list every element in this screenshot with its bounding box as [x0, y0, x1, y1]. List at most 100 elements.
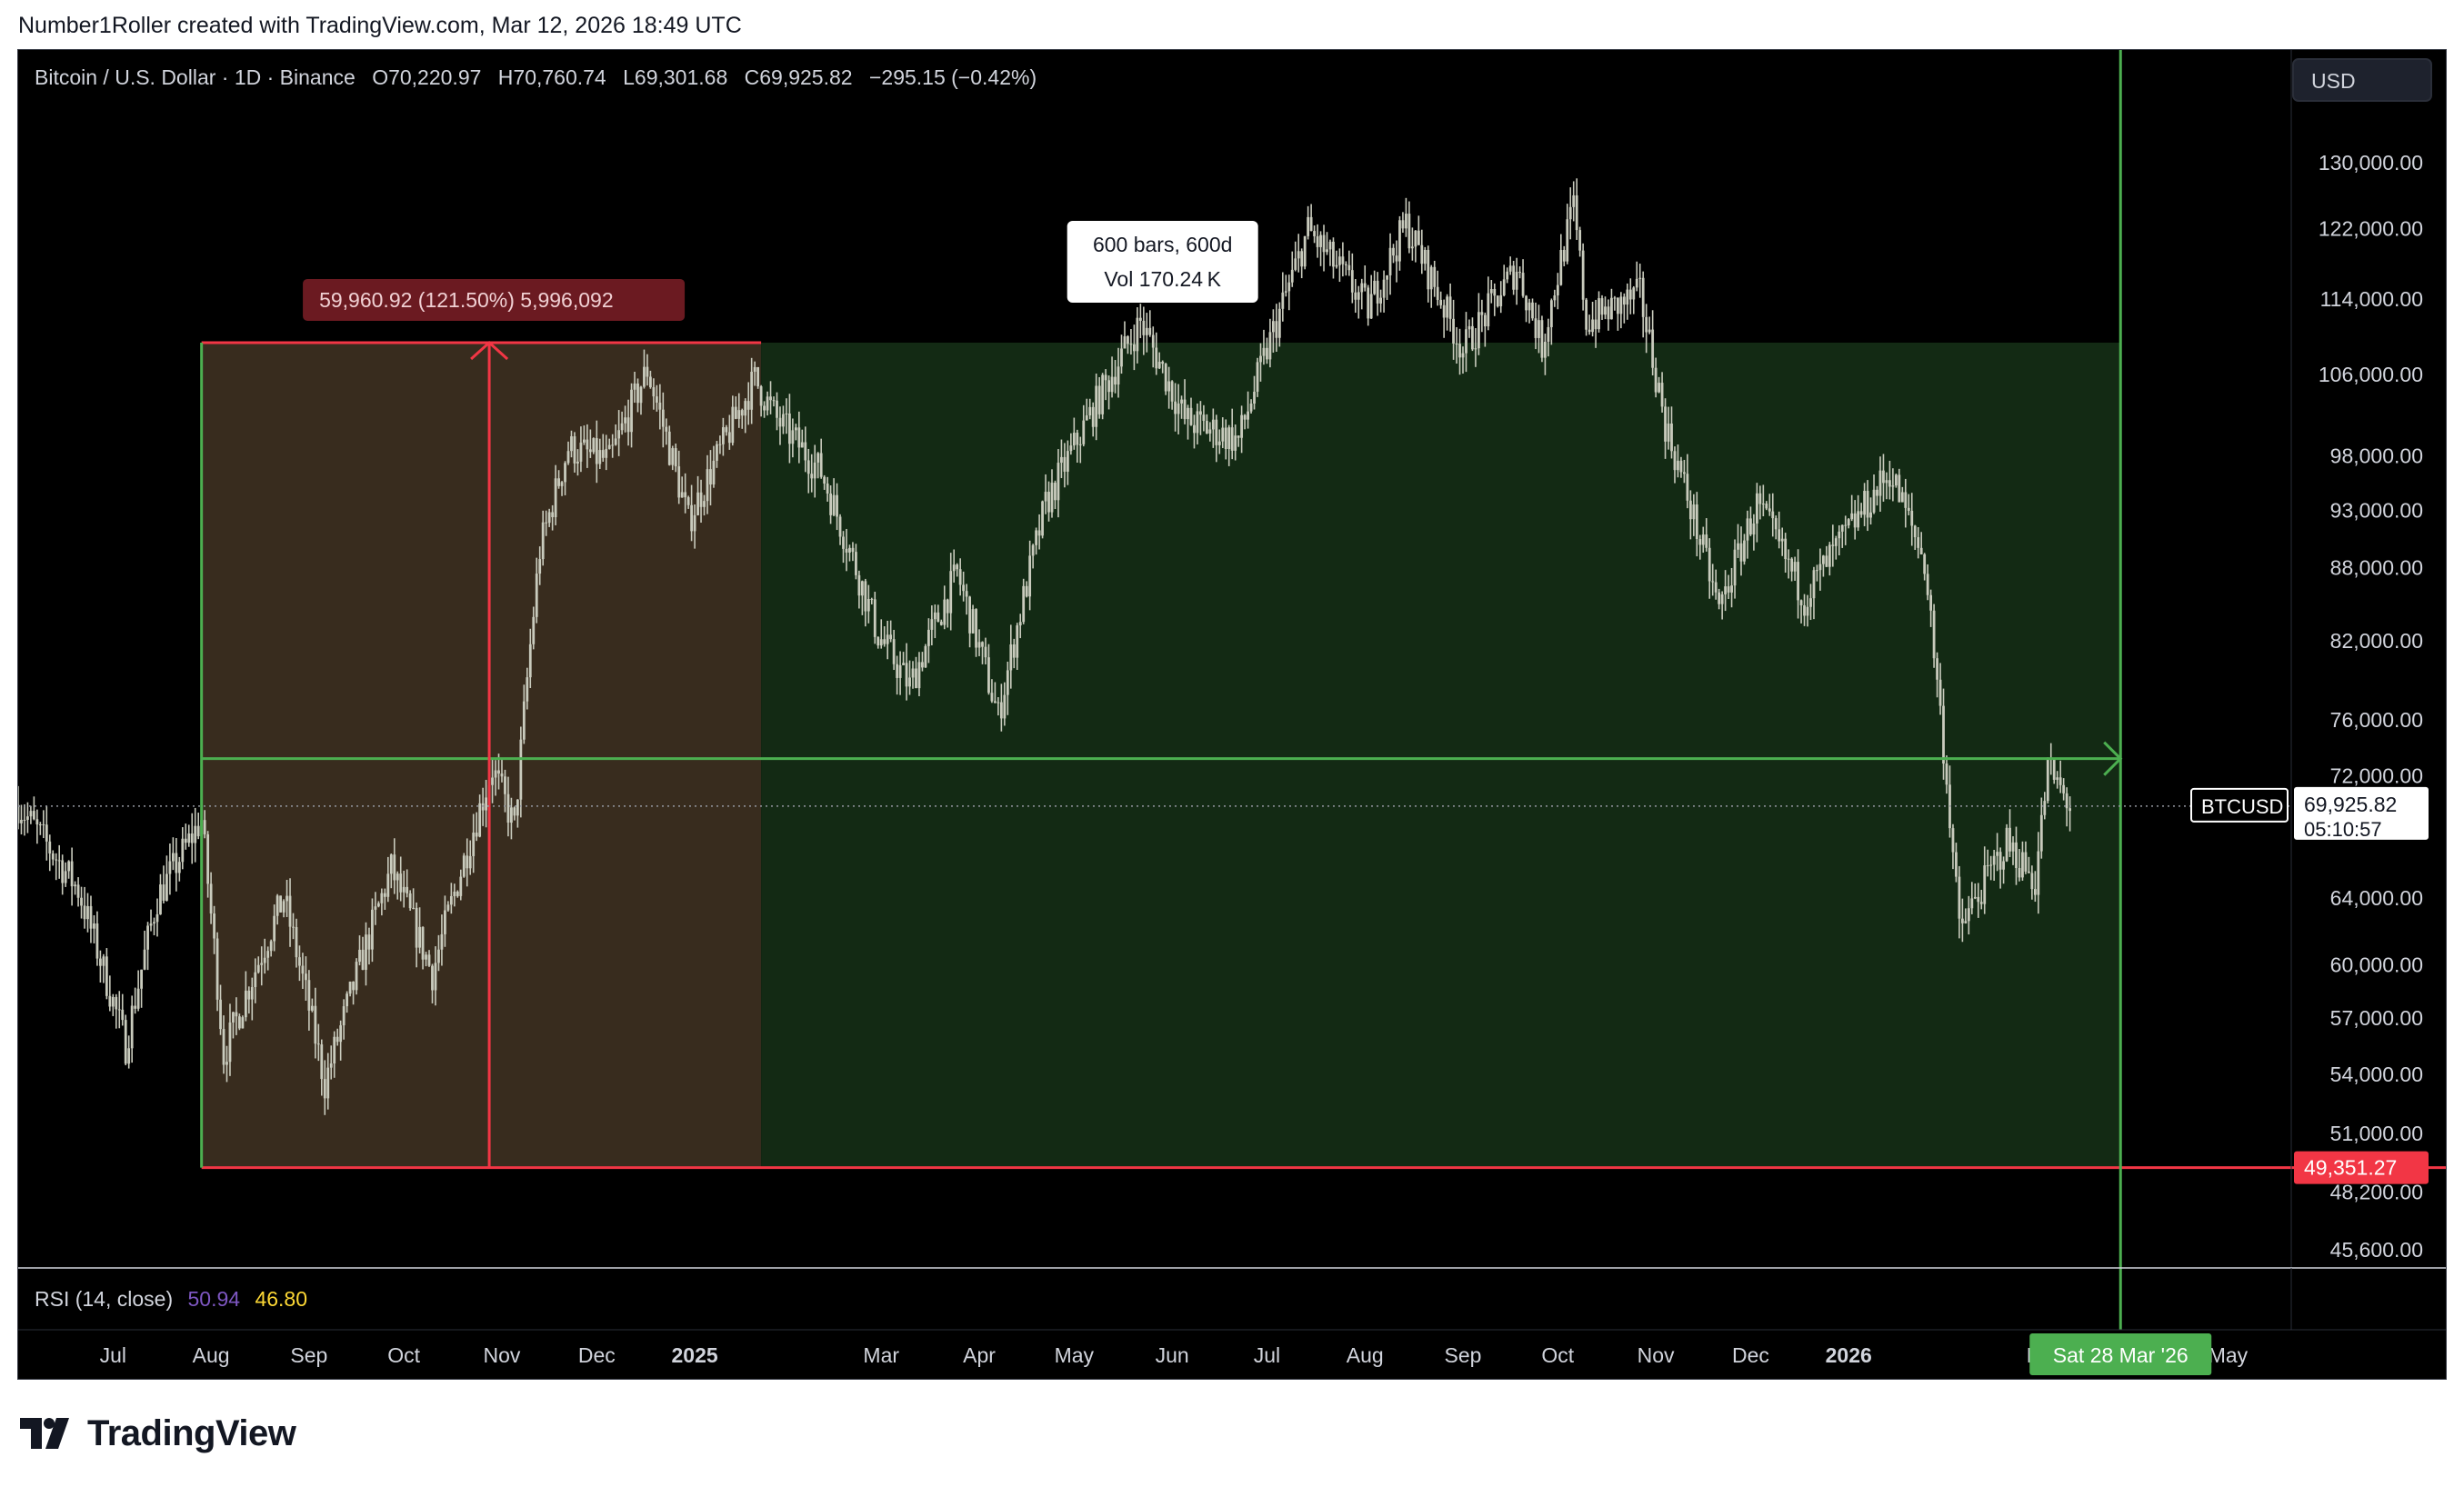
candle-body: [917, 662, 921, 689]
candle-body: [1733, 549, 1737, 586]
candle: [1164, 363, 1167, 395]
candle-body: [1405, 214, 1407, 229]
candle: [352, 981, 355, 1005]
candle: [1477, 293, 1480, 355]
candle: [1761, 484, 1765, 517]
candle: [848, 544, 851, 562]
candle-body: [99, 958, 102, 966]
candle: [437, 934, 440, 972]
candle-body: [1553, 295, 1557, 301]
candle-body: [975, 609, 977, 648]
candle: [876, 636, 880, 649]
candle: [977, 629, 981, 656]
candle: [1012, 638, 1016, 669]
candle-body: [1016, 625, 1019, 658]
candle-body: [557, 478, 560, 486]
candle-body: [1714, 582, 1718, 593]
candle: [1502, 264, 1506, 297]
candle: [541, 510, 545, 566]
candle-body: [1243, 414, 1247, 420]
candle: [444, 895, 446, 947]
candle-body: [316, 1043, 320, 1045]
candle-body: [18, 804, 20, 823]
candle: [254, 958, 257, 1003]
candle-body: [962, 584, 966, 592]
candle-body: [1003, 694, 1007, 719]
candle-body: [434, 963, 437, 991]
symbol-legend[interactable]: Bitcoin / U.S. Dollar · 1D · Binance O70…: [35, 65, 1037, 89]
candle: [763, 401, 766, 418]
candle: [51, 850, 55, 866]
candle: [1035, 527, 1038, 555]
candle: [153, 917, 155, 936]
candle-body: [1054, 483, 1057, 501]
candle-body: [1654, 367, 1658, 393]
candle: [1187, 404, 1189, 440]
candle: [371, 898, 374, 963]
candle-body: [273, 915, 276, 942]
candle-body: [1898, 474, 1901, 503]
candle: [1857, 494, 1860, 532]
candle: [1755, 483, 1758, 543]
candle-body: [23, 819, 26, 821]
measure-top-label: 59,960.92 (121.50%) 5,996,092: [303, 278, 686, 321]
chart-canvas[interactable]: Bitcoin / U.S. Dollar · 1D · Binance O70…: [18, 50, 2446, 1379]
candle: [1376, 272, 1379, 316]
time-axis[interactable]: Jul Aug Sep Oct Nov Dec 2025 Mar Apr May Jun Jul Aug…: [100, 1343, 2249, 1367]
candle-body: [2043, 801, 2047, 815]
candle-body: [1338, 256, 1341, 265]
candle: [1677, 444, 1679, 478]
ohlc-low: L69,301.68: [623, 65, 727, 89]
candle-body: [1866, 491, 1869, 518]
candle-body: [35, 819, 39, 825]
tradingview-logo[interactable]: TradingView: [20, 1411, 296, 1456]
price-axis[interactable]: 130,000.00 122,000.00 114,000.00 106,000.00…: [2319, 151, 2423, 1262]
candle: [1929, 589, 1933, 627]
candle-body: [1850, 513, 1854, 520]
candle: [1069, 433, 1073, 455]
candle-body: [759, 386, 763, 406]
candle: [1167, 366, 1171, 409]
candle: [1711, 564, 1715, 596]
rsi-legend[interactable]: RSI (14, close) 50.94 46.80: [35, 1287, 307, 1311]
candle-body: [1515, 272, 1518, 290]
candle-body: [2052, 759, 2056, 780]
candle-body: [136, 988, 140, 1009]
candle-body: [1398, 220, 1401, 262]
candle-body: [2011, 842, 2015, 852]
candle-body: [275, 895, 279, 916]
candle: [1803, 594, 1806, 626]
candle-body: [348, 981, 352, 994]
candle-body: [244, 990, 247, 1018]
candle: [1790, 557, 1794, 582]
candle-body: [737, 410, 741, 419]
candle: [130, 995, 134, 1063]
candle: [997, 697, 1000, 716]
candle: [1398, 215, 1401, 271]
currency-button[interactable]: USD: [2292, 58, 2432, 102]
candle: [1692, 494, 1696, 536]
candle: [1347, 250, 1351, 276]
candle: [1357, 285, 1360, 319]
candle: [1683, 459, 1686, 484]
candle-body: [1613, 297, 1617, 299]
candle: [1664, 398, 1667, 459]
candle: [1085, 398, 1088, 421]
candle-body: [1009, 644, 1013, 671]
candle-body: [466, 855, 469, 869]
candle-body: [1057, 463, 1060, 501]
candle: [1142, 306, 1146, 355]
candle: [314, 987, 317, 1059]
candle-body: [1708, 547, 1711, 582]
candle-body: [1069, 445, 1073, 452]
time-tick-label: May: [1055, 1343, 1095, 1367]
candle-body: [1022, 585, 1026, 623]
chart-frame[interactable]: Bitcoin / U.S. Dollar · 1D · Binance O70…: [17, 49, 2447, 1380]
candle: [1581, 243, 1585, 311]
candle-body: [1568, 206, 1572, 220]
candle: [295, 918, 298, 968]
candle: [582, 425, 586, 445]
candle: [1970, 882, 1974, 914]
candle: [1467, 319, 1471, 338]
candle: [526, 667, 529, 710]
